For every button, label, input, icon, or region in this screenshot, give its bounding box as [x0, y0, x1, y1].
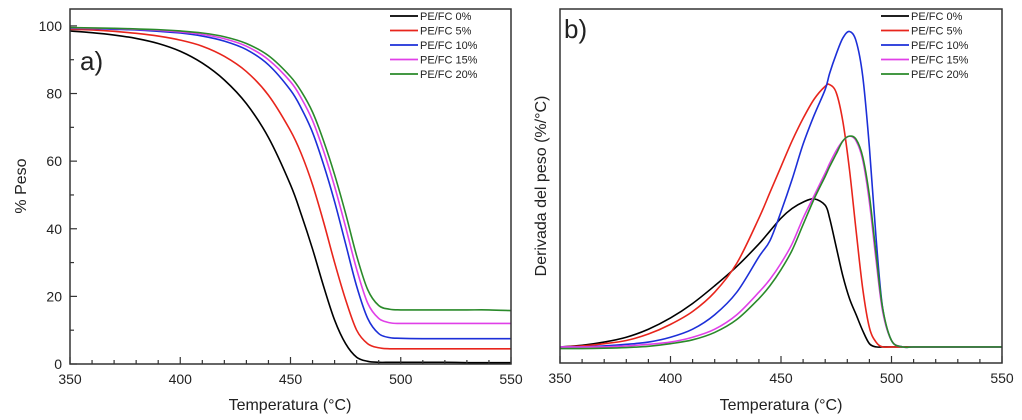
- panel-b-y-axis-title: Derivada del peso (%/°C): [533, 96, 550, 277]
- x-tick-label: 400: [659, 370, 683, 386]
- legend-label: PE/FC 5%: [420, 26, 472, 38]
- series-line-pe-fc-0-: [559, 197, 1002, 348]
- legend-item: PE/FC 15%: [390, 55, 478, 67]
- y-tick-label: 100: [39, 18, 63, 34]
- legend-item: PE/FC 5%: [881, 26, 963, 38]
- panel-a-label: a): [80, 46, 103, 76]
- panel-a-tga-weight: 350 400 450 500 550 0 20 40 60 80 100 a) Temperat…: [13, 8, 523, 414]
- panel-b-x-ticks: 350 400 450 500 550: [548, 356, 1014, 386]
- legend-label: PE/FC 5%: [911, 26, 963, 38]
- legend-label: PE/FC 0%: [420, 11, 472, 23]
- panel-a-curves: [69, 26, 512, 364]
- legend-label: PE/FC 15%: [911, 55, 969, 67]
- panel-b-curves: [559, 30, 1002, 350]
- panel-b-dtg-derivative: 350 400 450 500 550 b) Temperatura (°C) Deri…: [533, 8, 1014, 414]
- legend-item: PE/FC 15%: [881, 55, 969, 67]
- panel-a-y-axis-title: % Peso: [13, 158, 30, 213]
- panel-a-y-ticks: 0 20 40 60 80 100: [39, 18, 77, 372]
- x-tick-label: 500: [880, 370, 904, 386]
- legend-item: PE/FC 10%: [881, 40, 969, 52]
- x-tick-label: 550: [499, 371, 523, 387]
- legend-item: PE/FC 5%: [390, 26, 472, 38]
- x-tick-label: 550: [990, 370, 1014, 386]
- series-line-pe-fc-5-: [69, 28, 511, 350]
- legend-item: PE/FC 0%: [390, 11, 472, 23]
- x-tick-label: 350: [548, 370, 572, 386]
- legend-label: PE/FC 10%: [911, 40, 969, 52]
- series-line-pe-fc-5-: [559, 83, 1002, 349]
- series-line-pe-fc-20-: [559, 135, 1002, 350]
- legend-label: PE/FC 20%: [420, 69, 478, 81]
- panel-a-legend: PE/FC 0% PE/FC 5% PE/FC 10% PE/FC 15% PE/FC …: [390, 11, 478, 81]
- panel-b-legend: PE/FC 0% PE/FC 5% PE/FC 10% PE/FC 15% PE/FC …: [881, 11, 969, 81]
- legend-item: PE/FC 0%: [881, 11, 963, 23]
- legend-label: PE/FC 15%: [420, 55, 478, 67]
- y-tick-label: 40: [46, 221, 62, 237]
- x-tick-label: 400: [169, 371, 193, 387]
- x-tick-label: 350: [58, 371, 82, 387]
- panel-a-x-axis-title: Temperatura (°C): [229, 397, 352, 414]
- x-tick-label: 450: [769, 370, 793, 386]
- legend-label: PE/FC 20%: [911, 69, 969, 81]
- series-line-pe-fc-10-: [69, 27, 511, 340]
- legend-label: PE/FC 0%: [911, 11, 963, 23]
- x-tick-label: 500: [389, 371, 413, 387]
- series-line-pe-fc-20-: [69, 26, 512, 312]
- y-tick-label: 60: [46, 153, 62, 169]
- panel-a-x-ticks: 350 400 450 500 550: [58, 357, 523, 387]
- panel-b-label: b): [564, 14, 587, 44]
- legend-item: PE/FC 10%: [390, 40, 478, 52]
- series-line-pe-fc-0-: [69, 30, 511, 364]
- x-tick-label: 450: [279, 371, 303, 387]
- legend-item: PE/FC 20%: [881, 69, 969, 81]
- legend-label: PE/FC 10%: [420, 40, 478, 52]
- y-tick-label: 0: [54, 356, 62, 372]
- y-tick-label: 20: [46, 288, 62, 304]
- y-tick-label: 80: [46, 86, 62, 102]
- legend-item: PE/FC 20%: [390, 69, 478, 81]
- panel-b-x-axis-title: Temperatura (°C): [720, 397, 843, 414]
